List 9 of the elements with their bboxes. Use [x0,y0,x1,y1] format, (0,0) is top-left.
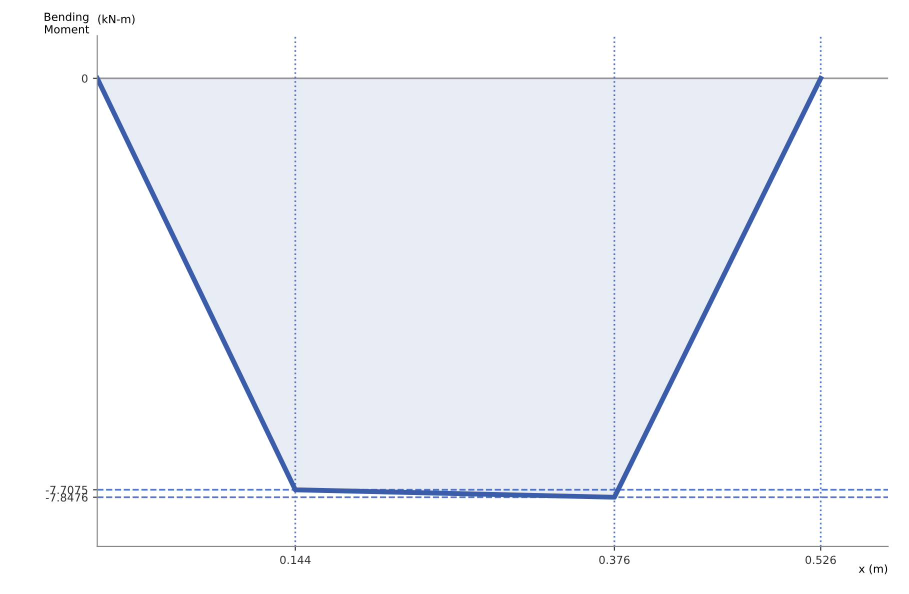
y-tick-label: -7.7075 [46,486,88,494]
y-tick-label: -7.8476 [46,493,88,502]
x-tick-label: 0.144 [280,556,311,564]
y-tick-label: 0 [82,74,88,83]
y2-axis-title: (kN-m) [98,14,135,25]
x-axis-title: x (m) [858,564,888,574]
x-tick-label: 0.376 [599,556,630,564]
x-tick-label: 0.526 [806,556,836,564]
y-axis-title: Bending Moment [44,12,90,34]
